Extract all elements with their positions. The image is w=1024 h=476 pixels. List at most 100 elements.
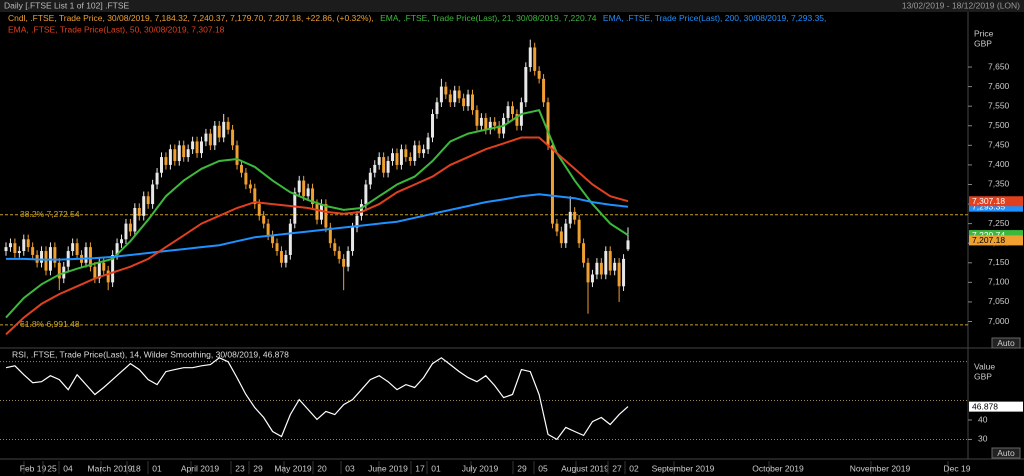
candle-body	[137, 207, 141, 216]
candle-body	[586, 262, 590, 283]
candle-body	[364, 184, 368, 205]
candle-body	[355, 215, 359, 228]
candle-body	[195, 141, 199, 154]
x-tick-label: 01	[431, 463, 441, 473]
candle-body	[93, 266, 97, 279]
candle-body	[497, 125, 501, 134]
axis-unit: GBP	[974, 371, 992, 381]
candle-body	[391, 153, 395, 161]
candle-body	[577, 219, 581, 244]
legend-entry: EMA, .FTSE, Trade Price(Last), 200, 30/0…	[603, 13, 826, 23]
candle-body	[311, 188, 315, 205]
last-value-box	[969, 235, 1023, 246]
x-tick-label: 02	[629, 463, 639, 473]
candle-body	[106, 270, 110, 283]
auto-label[interactable]: Auto	[997, 448, 1015, 458]
y-tick-label: 7,400	[988, 159, 1010, 169]
candle-body	[546, 102, 550, 146]
candle-body	[124, 223, 128, 240]
candle-body	[266, 223, 270, 236]
candle-body	[40, 251, 44, 263]
y-tick-label: 7,100	[988, 277, 1010, 287]
candle-body	[239, 164, 243, 173]
candle-body	[351, 227, 355, 252]
candle-body	[177, 145, 181, 161]
x-tick-label: July 2019	[462, 463, 499, 473]
y-tick-label: 40	[978, 414, 988, 424]
auto-button[interactable]	[991, 447, 1021, 459]
legend-entry: EMA, .FTSE, Trade Price(Last), 50, 30/08…	[8, 24, 225, 34]
candle-body	[559, 231, 563, 244]
candle-body	[120, 239, 124, 244]
candle-body	[142, 196, 146, 216]
auto-button[interactable]	[991, 337, 1021, 349]
candle-body	[133, 207, 137, 232]
candle-body	[613, 262, 617, 271]
last-value-box	[969, 401, 1023, 412]
y-tick-label: 30	[978, 434, 988, 444]
candle-body	[199, 141, 203, 154]
y-tick-label: 7,150	[988, 257, 1010, 267]
candle-body	[44, 251, 48, 271]
candle-body	[524, 67, 528, 103]
candle-body	[399, 149, 403, 165]
candle-body	[182, 145, 186, 158]
x-tick-label: August 2019	[561, 463, 609, 473]
y-tick-label: 7,650	[988, 61, 1010, 71]
candle-body	[475, 110, 479, 126]
candle-body	[53, 247, 57, 263]
candle-body	[226, 121, 230, 130]
candle-body	[537, 70, 541, 79]
candle-body	[484, 117, 488, 130]
window-title: Daily [.FTSE List 1 of 102] .FTSE	[4, 0, 130, 10]
candle-body	[346, 251, 350, 267]
candle-body	[31, 247, 35, 255]
x-tick-label: 01	[152, 463, 162, 473]
candle-body	[368, 172, 372, 185]
candle-body	[622, 258, 626, 287]
candle-body	[422, 149, 426, 154]
fib-label: 61.8% 6,991.48	[20, 319, 80, 329]
last-value-box	[969, 196, 1023, 207]
y-tick-label: 7,000	[988, 316, 1010, 326]
last-value-label: 7,207.18	[972, 235, 1005, 245]
candle-body	[173, 149, 177, 161]
candle-body	[555, 223, 559, 232]
candle-body	[373, 164, 377, 173]
candle-body	[306, 188, 310, 197]
candle-body	[506, 106, 510, 118]
candle-body	[333, 243, 337, 252]
ema-line	[6, 193, 629, 261]
x-tick-label: 29	[517, 463, 527, 473]
candle-body	[408, 157, 412, 161]
candle-body	[22, 239, 26, 252]
last-value-box	[969, 201, 1023, 212]
ema-line	[5, 108, 629, 319]
candle-body	[426, 137, 430, 150]
candle-body	[626, 240, 630, 250]
x-tick-label: April 2019	[181, 463, 220, 473]
candle-body	[466, 94, 470, 107]
candle-body	[168, 149, 172, 165]
last-value-label: 7,293.35	[972, 201, 1005, 211]
candle-body	[382, 157, 386, 173]
candle-body	[235, 145, 239, 165]
candle-body	[453, 90, 457, 103]
x-tick-label: Feb 19	[20, 463, 47, 473]
candle-body	[479, 117, 483, 126]
auto-label[interactable]: Auto	[997, 338, 1015, 348]
price-legend: Cndl, .FTSE, Trade Price, 30/08/2019, 7,…	[8, 13, 826, 23]
candle-body	[528, 47, 532, 68]
candle-body	[111, 254, 115, 283]
last-value-box	[969, 230, 1023, 241]
rsi-line	[5, 357, 629, 441]
x-tick-label: 17	[415, 463, 425, 473]
y-tick-label: 7,350	[988, 179, 1010, 189]
y-tick-label: 7,600	[988, 81, 1010, 91]
candle-body	[359, 204, 363, 216]
candle-body	[4, 247, 8, 252]
x-tick-label: 23	[235, 463, 245, 473]
candle-body	[471, 94, 474, 111]
candle-body	[8, 243, 12, 248]
candle-body	[57, 262, 61, 279]
